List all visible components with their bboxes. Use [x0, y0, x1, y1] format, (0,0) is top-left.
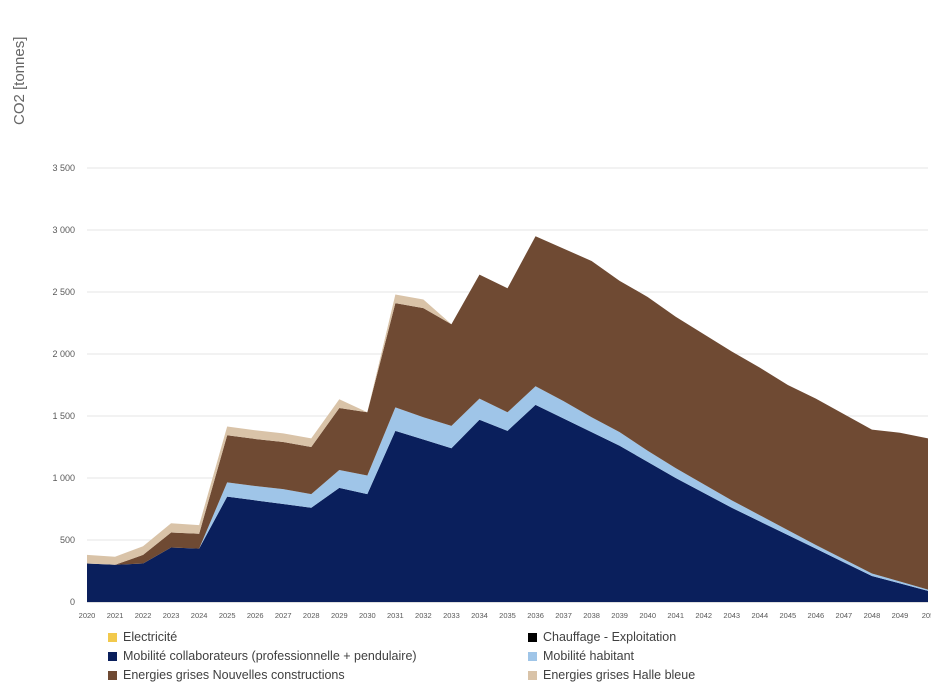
x-tick-label: 2028 [303, 611, 320, 620]
legend-label: Energies grises Nouvelles constructions [123, 668, 345, 682]
x-tick-label: 2027 [275, 611, 292, 620]
legend-item-mobilite-collaborateurs: Mobilité collaborateurs (professionnelle… [108, 649, 417, 663]
legend-label: Electricité [123, 630, 178, 644]
x-tick-label: 2041 [667, 611, 684, 620]
x-tick-label: 2033 [443, 611, 460, 620]
x-tick-label: 205 [922, 611, 931, 620]
legend-label: Mobilité collaborateurs (professionnelle… [123, 649, 417, 663]
x-tick-label: 2025 [219, 611, 236, 620]
legend-label: Mobilité habitant [543, 649, 635, 663]
x-tick-label: 2038 [583, 611, 600, 620]
x-tick-label: 2032 [415, 611, 432, 620]
x-tick-label: 2034 [471, 611, 488, 620]
area-mobilit-habitant [87, 386, 928, 591]
x-tick-label: 2031 [387, 611, 404, 620]
legend-label: Energies grises Halle bleue [543, 668, 696, 682]
legend-item-chauffage: Chauffage - Exploitation [528, 630, 676, 644]
x-tick-label: 2037 [555, 611, 572, 620]
x-axis: 2020 2021 2022 2023 2024 2025 2026 2027 2028 2029… [79, 611, 931, 620]
x-tick-label: 2040 [639, 611, 656, 620]
x-tick-label: 2048 [864, 611, 881, 620]
legend-item-energies-grises-halle: Energies grises Halle bleue [528, 668, 695, 682]
legend-swatch [528, 651, 537, 661]
y-axis: 0 500 1 000 1 500 2 000 2 500 3 000 3 500 [52, 163, 75, 607]
legend-swatch [108, 651, 117, 661]
x-tick-label: 2046 [808, 611, 825, 620]
legend-item-electricite: Electricité [108, 630, 177, 644]
x-tick-label: 2036 [527, 611, 544, 620]
x-tick-label: 2020 [79, 611, 96, 620]
area-energies-grises-nouvelles-constructions [87, 236, 928, 590]
legend-swatch [108, 632, 117, 642]
legend-label: Chauffage - Exploitation [543, 630, 677, 644]
x-tick-label: 2024 [191, 611, 208, 620]
x-tick-label: 2039 [611, 611, 628, 620]
x-tick-label: 2044 [751, 611, 768, 620]
area-mobilit-collaborateurs-professionnelle-pendulaire [87, 404, 928, 602]
y-tick-label: 2 000 [52, 349, 75, 359]
legend-swatch [528, 632, 537, 642]
y-tick-label: 500 [60, 535, 75, 545]
area-series [87, 236, 928, 602]
x-tick-label: 2035 [499, 611, 516, 620]
x-tick-label: 2029 [331, 611, 348, 620]
x-tick-label: 2022 [135, 611, 152, 620]
legend-swatch [108, 670, 117, 680]
y-tick-label: 3 000 [52, 225, 75, 235]
legend-item-energies-grises-nouvelles: Energies grises Nouvelles constructions [108, 668, 345, 682]
y-tick-label: 2 500 [52, 287, 75, 297]
y-tick-label: 3 500 [52, 163, 75, 173]
x-tick-label: 2021 [107, 611, 124, 620]
x-tick-label: 2026 [247, 611, 264, 620]
y-axis-label: CO2 [tonnes] [11, 37, 28, 125]
legend-swatch [528, 670, 537, 680]
x-tick-label: 2042 [695, 611, 712, 620]
y-tick-label: 1 000 [52, 473, 75, 483]
x-tick-label: 2023 [163, 611, 180, 620]
y-tick-label: 1 500 [52, 411, 75, 421]
x-tick-label: 2030 [359, 611, 376, 620]
y-tick-label: 0 [70, 597, 75, 607]
legend-item-mobilite-habitant: Mobilité habitant [528, 649, 634, 663]
x-tick-label: 2043 [723, 611, 740, 620]
x-tick-label: 2045 [779, 611, 796, 620]
x-tick-label: 2047 [836, 611, 853, 620]
x-tick-label: 2049 [892, 611, 909, 620]
area-energies-grises-halle-bleue [87, 236, 928, 565]
